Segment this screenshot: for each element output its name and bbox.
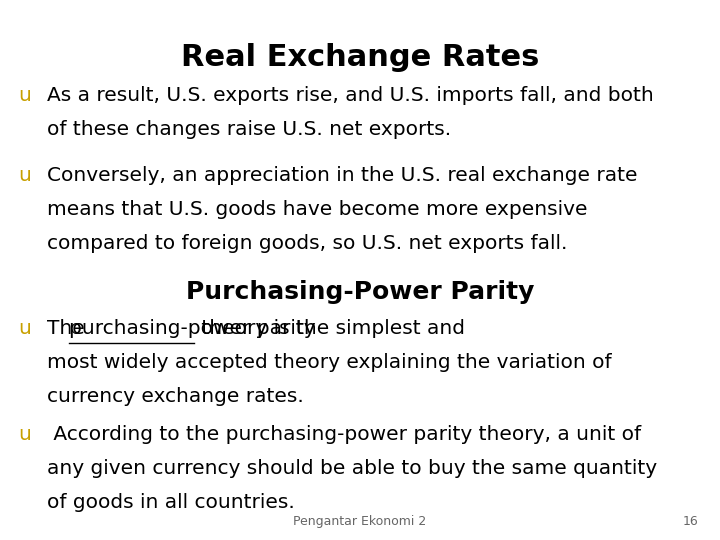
Text: 16: 16 bbox=[683, 515, 698, 528]
Text: currency exchange rates.: currency exchange rates. bbox=[47, 387, 304, 406]
Text: any given currency should be able to buy the same quantity: any given currency should be able to buy… bbox=[47, 459, 657, 478]
Text: of these changes raise U.S. net exports.: of these changes raise U.S. net exports. bbox=[47, 120, 451, 139]
Text: u: u bbox=[18, 86, 31, 105]
Text: theory is the simplest and: theory is the simplest and bbox=[194, 319, 464, 338]
Text: According to the purchasing-power parity theory, a unit of: According to the purchasing-power parity… bbox=[47, 425, 641, 444]
Text: of goods in all countries.: of goods in all countries. bbox=[47, 493, 294, 512]
Text: compared to foreign goods, so U.S. net exports fall.: compared to foreign goods, so U.S. net e… bbox=[47, 234, 567, 253]
Text: u: u bbox=[18, 425, 31, 444]
Text: u: u bbox=[18, 319, 31, 338]
Text: purchasing-power parity: purchasing-power parity bbox=[68, 319, 315, 338]
Text: As a result, U.S. exports rise, and U.S. imports fall, and both: As a result, U.S. exports rise, and U.S.… bbox=[47, 86, 654, 105]
Text: u: u bbox=[18, 166, 31, 185]
Text: Conversely, an appreciation in the U.S. real exchange rate: Conversely, an appreciation in the U.S. … bbox=[47, 166, 637, 185]
Text: The: The bbox=[47, 319, 91, 338]
Text: Purchasing-Power Parity: Purchasing-Power Parity bbox=[186, 280, 534, 304]
Text: Pengantar Ekonomi 2: Pengantar Ekonomi 2 bbox=[293, 515, 427, 528]
Text: means that U.S. goods have become more expensive: means that U.S. goods have become more e… bbox=[47, 200, 588, 219]
Text: Real Exchange Rates: Real Exchange Rates bbox=[181, 43, 539, 72]
Text: most widely accepted theory explaining the variation of: most widely accepted theory explaining t… bbox=[47, 353, 611, 372]
